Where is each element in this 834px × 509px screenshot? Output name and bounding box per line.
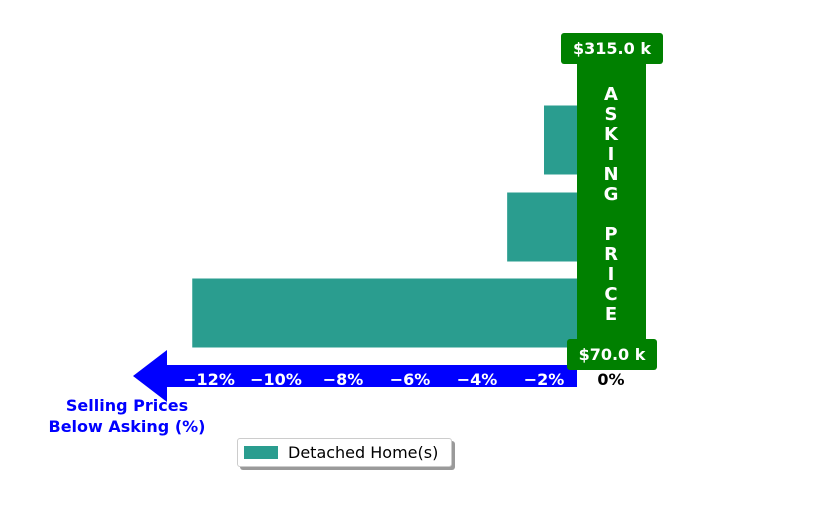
legend-swatch [244,446,278,459]
x-tick-label: −10% [250,370,302,389]
x-tick-label: −4% [457,370,498,389]
chart-legend: Detached Home(s) [237,438,452,467]
x-tick-label: −6% [390,370,431,389]
asking-price-letter: I [608,144,615,165]
legend-label-detached-homes: Detached Home(s) [288,443,439,462]
asking-price-letter: S [605,104,618,125]
asking-price-letter: R [604,244,618,265]
x-tick-label: −12% [183,370,235,389]
asking-price-letter: E [605,304,617,325]
x-axis-title-line: Below Asking (%) [49,417,206,436]
asking-price-letter: P [604,224,617,245]
x-axis-arrow [133,350,577,402]
asking-price-top-label: $315.0 k [573,39,651,58]
asking-price-bottom-box [567,339,657,370]
x-tick-label: 0% [597,370,624,389]
asking-price-top-box [561,33,663,64]
x-axis-title-line: Selling Prices [66,396,188,415]
bar-0 [192,278,611,348]
asking-price-letter: A [604,84,618,105]
asking-price-band [577,60,646,340]
x-tick-label: −8% [323,370,364,389]
asking-price-letter: I [608,264,615,285]
asking-price-letter: C [604,284,617,305]
asking-price-bottom-label: $70.0 k [579,345,646,364]
x-tick-label: −2% [524,370,565,389]
asking-price-letter: K [604,124,619,145]
asking-price-letter: N [603,164,618,185]
asking-price-letter: G [604,184,619,205]
